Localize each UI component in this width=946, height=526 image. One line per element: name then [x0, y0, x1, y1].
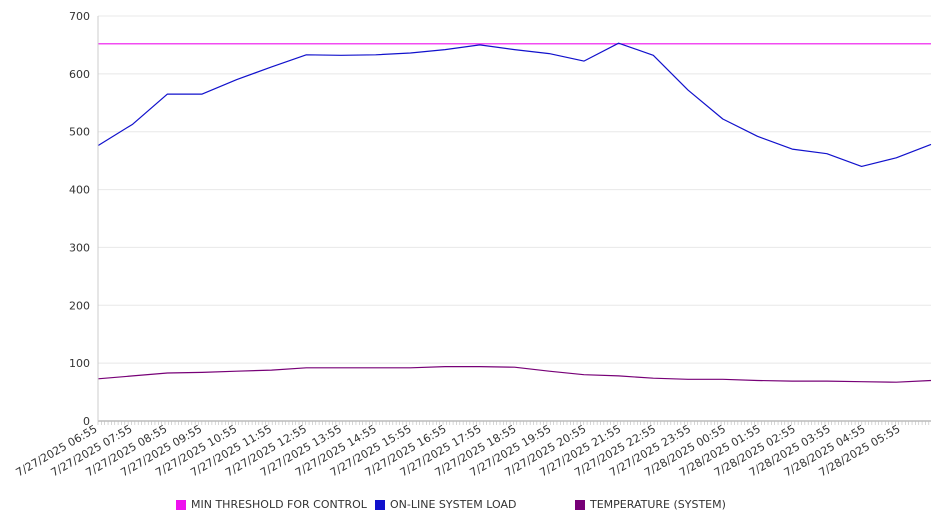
y-tick-label: 0: [83, 415, 90, 428]
y-axis-tick-labels: 0 100 200 300 400 500 600 700: [69, 10, 90, 428]
y-tick-label: 600: [69, 68, 90, 81]
legend-label-threshold: MIN THRESHOLD FOR CONTROL: [191, 498, 367, 511]
legend-label-system-load: ON-LINE SYSTEM LOAD: [390, 498, 517, 511]
temperature-line: [97, 366, 932, 383]
grid-lines: [98, 15, 931, 364]
series-lines: [97, 42, 932, 383]
y-tick-label: 400: [69, 184, 90, 197]
legend-item-system-load: ON-LINE SYSTEM LOAD: [375, 498, 516, 511]
legend-label-temperature: TEMPERATURE (SYSTEM): [590, 498, 726, 511]
legend-swatch-threshold: [176, 499, 186, 510]
system-load-line: [97, 42, 932, 167]
chart-legend: MIN THRESHOLD FOR CONTROL ON-LINE SYSTEM…: [0, 498, 946, 514]
x-axis-tick-labels: 7/27/2025 06:557/27/2025 07:557/27/2025 …: [14, 422, 903, 479]
y-tick-label: 100: [69, 357, 90, 370]
legend-item-temperature: TEMPERATURE (SYSTEM): [575, 498, 726, 511]
x-axis-minor-ticks: [97, 421, 930, 425]
legend-swatch-system-load: [375, 499, 385, 510]
y-tick-label: 700: [69, 10, 90, 23]
y-tick-label: 200: [69, 299, 90, 312]
y-tick-label: 500: [69, 126, 90, 139]
legend-item-threshold: MIN THRESHOLD FOR CONTROL: [176, 498, 367, 511]
legend-swatch-temperature: [575, 499, 585, 510]
y-tick-label: 300: [69, 241, 90, 254]
